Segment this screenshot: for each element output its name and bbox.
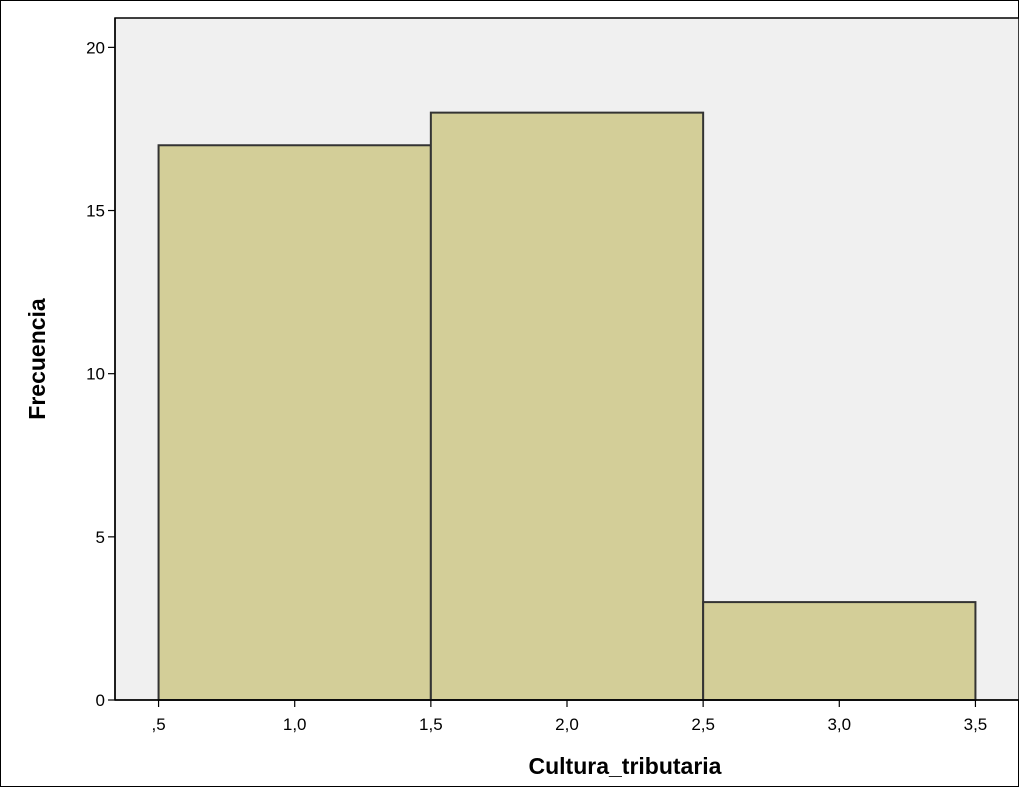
x-tick-label: ,5 — [151, 715, 165, 734]
y-tick-label: 10 — [86, 365, 105, 384]
x-tick-label: 3,5 — [964, 715, 988, 734]
y-tick-label: 0 — [96, 691, 105, 710]
x-axis-title: Cultura_tributaria — [529, 753, 722, 779]
x-tick-label: 3,0 — [827, 715, 851, 734]
y-tick-label: 20 — [86, 38, 105, 57]
x-tick-label: 2,0 — [555, 715, 579, 734]
y-tick-label: 15 — [86, 202, 105, 221]
histogram-bar-3 — [703, 602, 975, 700]
x-tick-label: 2,5 — [691, 715, 715, 734]
histogram-bar-2 — [431, 113, 703, 700]
x-tick-label: 1,5 — [419, 715, 443, 734]
x-tick-label: 1,0 — [283, 715, 307, 734]
y-axis-title: Frecuencia — [24, 298, 50, 420]
histogram-bar-1 — [159, 145, 431, 700]
y-tick-label: 5 — [96, 528, 105, 547]
